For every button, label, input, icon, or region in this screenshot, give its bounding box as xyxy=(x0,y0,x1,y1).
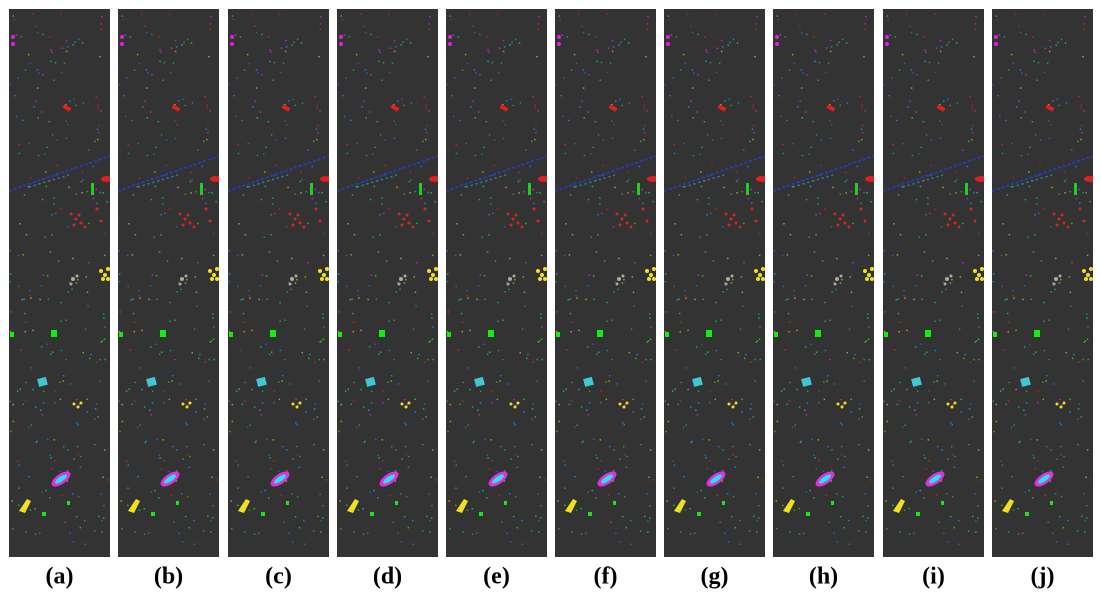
map-panel xyxy=(883,9,984,557)
panel-label: (f) xyxy=(594,564,618,590)
map-panel xyxy=(337,9,438,557)
map-panel xyxy=(446,9,547,557)
map-panel xyxy=(228,9,329,557)
map-panel xyxy=(118,9,219,557)
map-panel xyxy=(992,9,1093,557)
panel-label: (a) xyxy=(46,564,74,590)
map-panel xyxy=(773,9,874,557)
panel-label: (j) xyxy=(1031,564,1055,590)
map-panel xyxy=(664,9,765,557)
panel-label: (h) xyxy=(809,564,838,590)
panel-label: (b) xyxy=(154,564,183,590)
map-panel xyxy=(9,9,110,557)
map-panel xyxy=(555,9,656,557)
panel-label: (d) xyxy=(373,564,402,590)
panel-label: (g) xyxy=(701,564,729,590)
panel-label: (i) xyxy=(922,564,945,590)
panel-label: (c) xyxy=(265,564,292,590)
panel-label: (e) xyxy=(483,564,510,590)
